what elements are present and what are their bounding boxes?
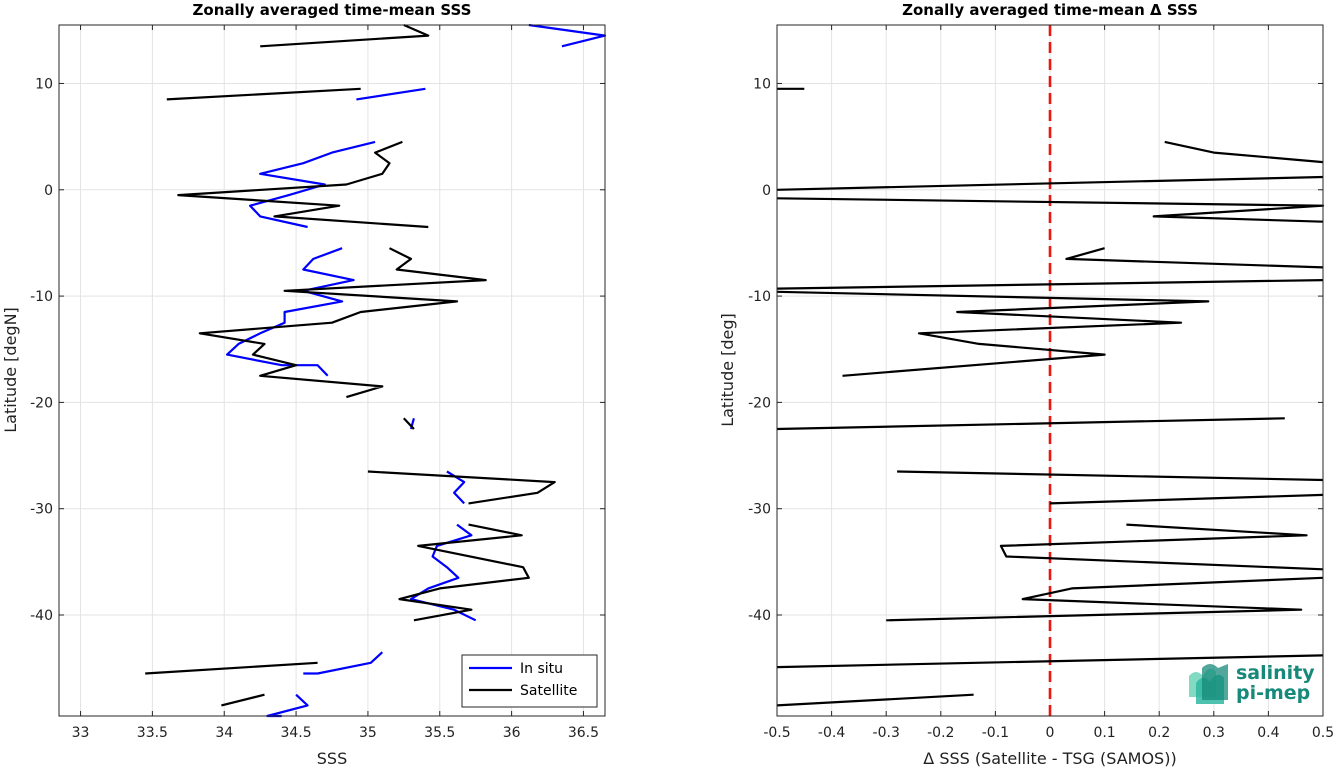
right-y-tick-label: 10: [753, 76, 771, 92]
left-x-tick-label: 33: [72, 725, 90, 741]
legend-label-satellite: Satellite: [520, 683, 577, 699]
left-series-line-in-situ: [303, 651, 384, 675]
right-x-tick-label: -0.1: [982, 725, 1009, 741]
right-chart: -0.5 -0.4 -0.3 -0.2 -0.1 0 0.1 0.2 0.3 0.4 0.5 10 0…: [718, 1, 1334, 768]
right-series-line-delta-sss: [776, 417, 1285, 431]
legend: In situ Satellite: [461, 654, 598, 708]
left-y-axis-label: Latitude [degN]: [1, 307, 20, 433]
left-series-line-in-situ: [356, 87, 426, 101]
right-y-tick-label: -20: [748, 395, 771, 411]
left-x-ticks: 33 33.5 34 34.5 35 35.5 36 36.5: [72, 25, 599, 741]
left-series-line-satellite: [198, 247, 487, 399]
right-series-line-delta-sss: [999, 523, 1324, 571]
left-x-tick-label: 36.5: [568, 725, 599, 741]
right-x-tick-label: -0.2: [927, 725, 954, 741]
left-y-tick-label: -40: [30, 608, 53, 624]
right-plot-frame: [776, 24, 1324, 717]
left-series-line-satellite: [145, 661, 318, 675]
right-series-line-delta-sss: [886, 576, 1324, 622]
right-x-tick-label: -0.3: [873, 725, 900, 741]
right-series-line-delta-sss: [776, 290, 1210, 377]
right-series-line-delta-sss: [1065, 247, 1324, 269]
right-series-line-delta-sss: [1049, 493, 1324, 505]
left-x-tick-label: 35.5: [424, 725, 455, 741]
left-chart: 33 33.5 34 34.5 35 35.5 36 36.5 10 0 -10 -20 -30 -40…: [1, 1, 607, 768]
right-x-tick-label: -0.5: [763, 725, 790, 741]
left-y-tick-label: -30: [30, 502, 53, 518]
left-plot-frame: [58, 24, 606, 717]
left-series-line-satellite: [367, 470, 556, 505]
right-series-line-delta-sss: [776, 693, 974, 707]
right-y-tick-label: 0: [762, 183, 771, 199]
left-x-tick-label: 34.5: [280, 725, 311, 741]
right-series-line-delta-sss: [1164, 140, 1324, 164]
right-x-ticks: -0.5 -0.4 -0.3 -0.2 -0.1 0 0.1 0.2 0.3 0.4 0.5: [763, 25, 1334, 741]
right-y-tick-label: -40: [748, 608, 771, 624]
right-y-tick-label: -10: [748, 289, 771, 305]
left-chart-title: Zonally averaged time-mean SSS: [193, 1, 472, 19]
right-chart-title: Zonally averaged time-mean Δ SSS: [902, 1, 1198, 19]
right-series-line-delta-sss: [776, 197, 1325, 223]
left-series-line-satellite: [398, 523, 530, 622]
left-x-tick-label: 35: [359, 725, 377, 741]
right-x-tick-label: 0.3: [1203, 725, 1225, 741]
left-plot-area: [59, 25, 605, 716]
left-y-tick-label: -20: [30, 395, 53, 411]
logo-text-pimep: pi-mep: [1236, 682, 1310, 704]
left-series-line-satellite: [221, 693, 265, 707]
left-series-line-satellite: [166, 87, 361, 101]
left-series-line-satellite: [177, 140, 429, 229]
left-x-tick-label: 34: [215, 725, 233, 741]
left-y-ticks: 10 0 -10 -20 -30 -40: [30, 76, 605, 624]
left-grid: [59, 25, 605, 716]
left-y-tick-label: 0: [44, 183, 53, 199]
left-series-line-satellite: [260, 23, 430, 48]
right-y-axis-label: Latitude [deg]: [718, 313, 737, 427]
legend-label-in-situ: In situ: [520, 661, 563, 677]
logo-text-salinity: salinity: [1236, 662, 1315, 684]
left-series: [145, 23, 607, 718]
left-x-axis-label: SSS: [317, 749, 347, 768]
left-y-tick-label: 10: [35, 76, 53, 92]
right-series-line-delta-sss: [776, 175, 1324, 191]
right-y-tick-label: -30: [748, 502, 771, 518]
left-series-line-in-situ: [226, 247, 355, 377]
right-x-tick-label: -0.4: [818, 725, 845, 741]
right-x-tick-label: 0.2: [1148, 725, 1170, 741]
left-x-tick-label: 36: [503, 725, 521, 741]
left-series-line-in-situ: [249, 140, 376, 229]
right-y-ticks: 10 0 -10 -20 -30 -40: [748, 76, 1323, 624]
right-x-axis-label: Δ SSS (Satellite - TSG (SAMOS)): [923, 749, 1176, 768]
right-x-tick-label: 0.1: [1093, 725, 1115, 741]
right-series-line-delta-sss: [776, 654, 1324, 669]
left-y-tick-label: -10: [30, 289, 53, 305]
salinity-pimep-logo: salinity pi-mep: [1189, 662, 1315, 704]
right-x-tick-label: 0.5: [1312, 725, 1334, 741]
logo-waves-icon: [1189, 664, 1228, 704]
right-series-line-delta-sss: [897, 470, 1324, 482]
right-series-line-delta-sss: [776, 279, 1324, 290]
right-x-tick-label: 0.4: [1257, 725, 1279, 741]
legend-box: [461, 654, 598, 708]
left-series-line-satellite: [403, 417, 415, 430]
left-x-tick-label: 33.5: [137, 725, 168, 741]
right-x-tick-label: 0: [1046, 725, 1055, 741]
right-series: [776, 87, 1325, 707]
